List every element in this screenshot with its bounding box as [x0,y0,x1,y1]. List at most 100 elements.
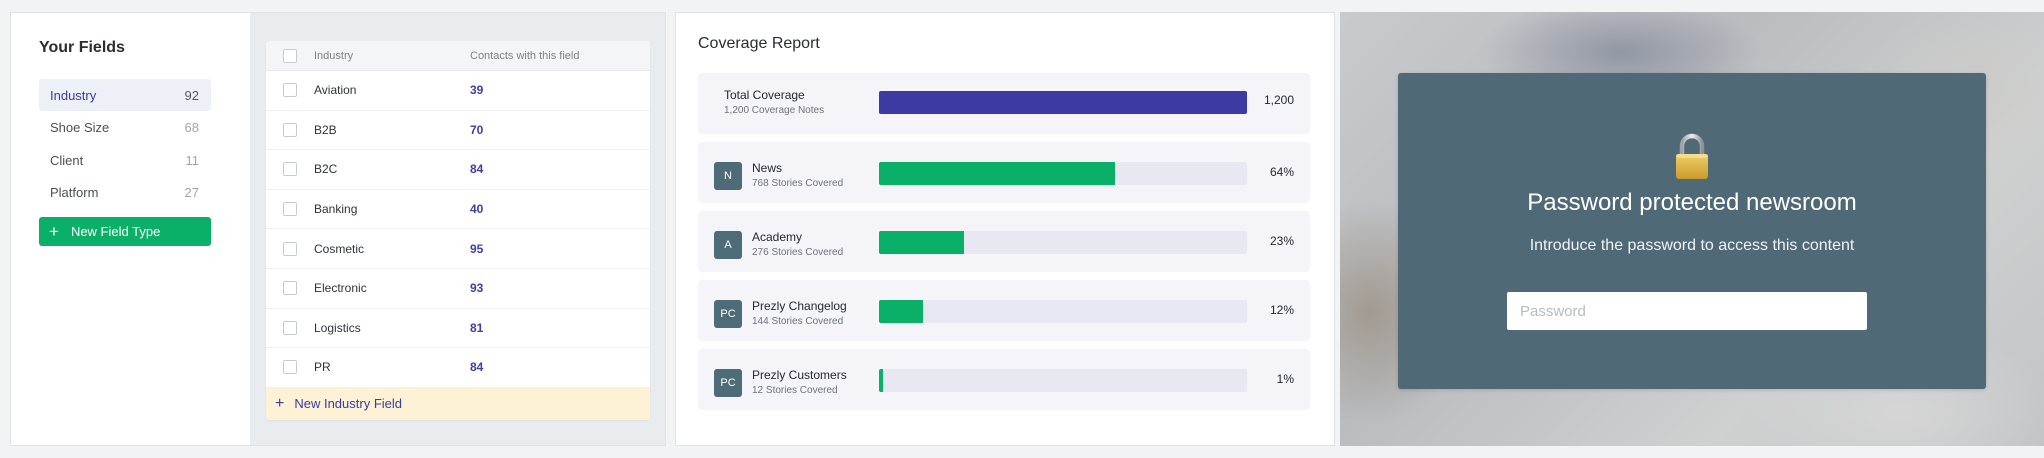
coverage-item-value: 1% [1276,372,1294,386]
field-item-count: 27 [184,185,199,200]
table-row: Electronic 93 [266,269,650,309]
coverage-item[interactable]: A Academy 276 Stories Covered 23% [698,211,1310,272]
coverage-item-subtitle: 768 Stories Covered [752,178,844,189]
field-item[interactable]: Industry 92 [39,79,211,111]
industry-name: Aviation [314,83,357,98]
field-item-label: Industry [50,87,97,103]
row-checkbox[interactable] [283,281,297,296]
table-body: Aviation 39 B2B 70 B2C 84 Banking 40 Cosmetic 95 E… [266,71,650,388]
new-industry-field-button[interactable]: + New Industry Field [266,387,650,420]
fields-main: Industry Contacts with this field Aviati… [250,13,665,445]
industry-name: Cosmetic [314,241,365,256]
coverage-item-subtitle: 12 Stories Covered [752,385,838,396]
coverage-item-name: Prezly Customers [752,368,847,382]
field-item-label: Platform [50,185,99,200]
coverage-item[interactable]: N News 768 Stories Covered 64% [698,142,1310,203]
plus-icon: + [275,394,285,412]
row-checkbox[interactable] [283,320,297,335]
coverage-title: Coverage Report [698,35,820,52]
newsroom-avatar: PC [714,369,742,397]
password-title: Password protected newsroom [1527,189,1857,216]
row-checkbox[interactable] [283,162,297,177]
field-item[interactable]: Client 11 [39,144,211,176]
password-input[interactable] [1507,292,1867,330]
field-item-label: Shoe Size [50,120,110,135]
table-row: Aviation 39 [266,71,650,111]
field-item-count: 92 [184,87,199,103]
password-card: Password protected newsroom Introduce th… [1398,73,1986,389]
coverage-progress-track [879,231,1247,254]
row-checkbox[interactable] [283,202,297,217]
coverage-item-value: 12% [1269,303,1294,317]
coverage-item-subtitle: 144 Stories Covered [752,316,844,327]
coverage-progress-track [879,162,1247,185]
coverage-progress-fill [879,162,1115,185]
coverage-progress-fill [879,231,964,254]
row-checkbox[interactable] [283,83,297,98]
coverage-panel: Coverage Report Total Coverage 1,200 Cove… [675,12,1335,446]
table-row: Cosmetic 95 [266,229,650,269]
coverage-item-value: 1,200 [1263,93,1294,107]
field-item-count: 11 [185,152,200,168]
industry-table: Industry Contacts with this field Aviati… [266,41,650,420]
contacts-count[interactable]: 39 [470,83,484,98]
field-item[interactable]: Shoe Size 68 [39,112,211,144]
coverage-item[interactable]: Total Coverage 1,200 Coverage Notes 1,200 [698,73,1310,134]
table-row: PR 84 [266,348,650,388]
new-field-type-label: New Field Type [70,224,161,239]
table-row: Logistics 81 [266,309,650,349]
contacts-count[interactable]: 93 [470,281,484,296]
contacts-count[interactable]: 84 [470,360,484,375]
new-field-type-button[interactable]: + New Field Type [39,217,211,246]
row-checkbox[interactable] [283,241,297,256]
password-panel: Password protected newsroom Introduce th… [1340,12,2044,446]
coverage-item-name: News [752,161,783,175]
industry-name: Electronic [314,281,367,296]
contacts-count[interactable]: 95 [470,241,484,256]
contacts-count[interactable]: 84 [470,162,484,177]
fields-panel: Your Fields Industry 92 Shoe Size 68 Client 1… [10,12,666,446]
coverage-item-name: Total Coverage [724,88,805,102]
coverage-progress-track [879,369,1247,392]
table-header: Industry Contacts with this field [266,41,650,71]
newsroom-avatar: N [714,162,742,190]
newsroom-avatar: PC [714,300,742,328]
plus-icon: + [49,222,59,241]
row-checkbox[interactable] [283,122,297,137]
column-header-industry: Industry [314,49,354,62]
coverage-progress-fill [879,91,1247,114]
column-header-contacts: Contacts with this field [470,49,580,62]
coverage-item-name: Prezly Changelog [752,299,847,313]
coverage-item-name: Academy [752,230,803,244]
select-all-checkbox[interactable] [283,48,297,63]
row-checkbox[interactable] [283,360,297,375]
field-item-count: 68 [184,120,199,135]
industry-name: PR [314,360,331,375]
industry-name: B2C [314,162,338,177]
password-subtitle: Introduce the password to access this co… [1529,237,1855,254]
field-item[interactable]: Platform 27 [39,177,211,209]
coverage-progress-track [879,300,1247,323]
coverage-item-subtitle: 276 Stories Covered [752,247,844,258]
fields-sidebar: Your Fields Industry 92 Shoe Size 68 Client 1… [11,13,250,445]
coverage-item[interactable]: PC Prezly Changelog 144 Stories Covered 12% [698,280,1310,341]
contacts-count[interactable]: 70 [470,122,484,137]
coverage-item-value: 64% [1269,165,1294,179]
industry-name: B2B [314,122,337,137]
fields-title: Your Fields [39,39,125,56]
coverage-item-subtitle: 1,200 Coverage Notes [724,105,825,116]
coverage-item-value: 23% [1269,234,1294,248]
coverage-progress-track [879,91,1247,114]
lock-icon [1676,133,1708,179]
contacts-count[interactable]: 40 [470,202,484,217]
field-list: Industry 92 Shoe Size 68 Client 11 Platform 27 [39,79,211,209]
coverage-progress-fill [879,369,883,392]
new-industry-field-label: New Industry Field [294,396,402,412]
coverage-progress-fill [879,300,924,323]
industry-name: Logistics [314,320,361,335]
coverage-item[interactable]: PC Prezly Customers 12 Stories Covered 1% [698,349,1310,410]
table-row: B2B 70 [266,111,650,151]
field-item-label: Client [50,152,84,168]
contacts-count[interactable]: 81 [470,320,484,335]
industry-name: Banking [314,202,358,217]
